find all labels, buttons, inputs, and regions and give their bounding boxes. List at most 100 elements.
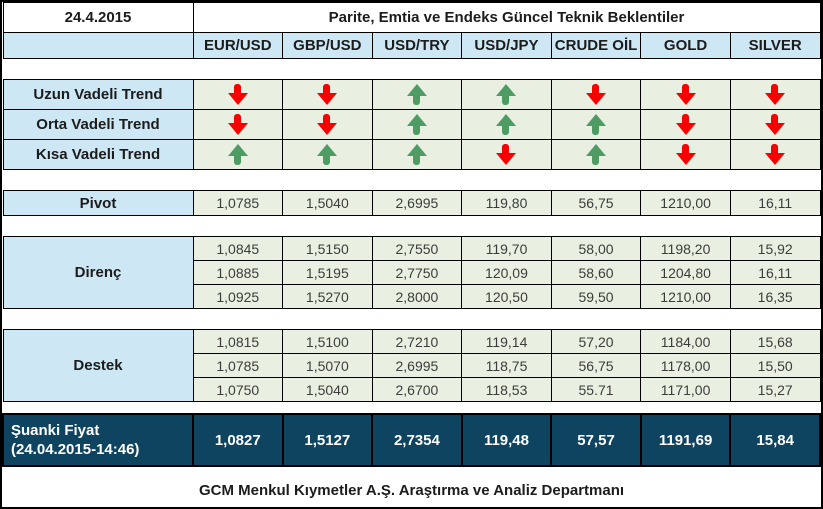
resistance-value: 16,11 bbox=[729, 260, 821, 285]
support-value: 1,0750 bbox=[192, 377, 284, 402]
trend-arrow-icon bbox=[763, 144, 787, 165]
trend-arrow-icon bbox=[405, 114, 429, 135]
current-price-value: 119,48 bbox=[460, 413, 553, 467]
support-value: 119,14 bbox=[461, 329, 552, 354]
support-value: 1184,00 bbox=[640, 329, 731, 354]
trend-arrow-icon bbox=[494, 84, 518, 105]
column-header-row: EUR/USD GBP/USD USD/TRY USD/JPY CRUDE Oİ… bbox=[2, 32, 821, 59]
current-price-value: 1,0827 bbox=[192, 413, 284, 467]
column-header-usdjpy: USD/JPY bbox=[461, 32, 552, 59]
pivot-value: 1,0785 bbox=[192, 190, 284, 216]
trend-cell bbox=[640, 79, 731, 110]
support-row-1: Destek 1,0815 1,5100 2,7210 119,14 57,20… bbox=[2, 329, 821, 402]
trend-cell bbox=[729, 109, 821, 140]
trend-cell bbox=[192, 79, 284, 110]
support-value: 2,6995 bbox=[371, 353, 463, 378]
resistance-value: 16,35 bbox=[729, 284, 821, 309]
support-value: 1,5100 bbox=[282, 329, 373, 354]
resistance-value: 119,70 bbox=[461, 236, 552, 261]
column-header-usdtry: USD/TRY bbox=[371, 32, 463, 59]
trend-cell bbox=[192, 109, 284, 140]
resistance-value: 1,5270 bbox=[282, 284, 373, 309]
support-value: 2,7210 bbox=[371, 329, 463, 354]
trend-arrow-icon bbox=[315, 84, 339, 105]
trend-row-mid: Orta Vadeli Trend bbox=[2, 109, 821, 140]
trend-cell bbox=[371, 139, 463, 170]
trend-arrow-icon bbox=[315, 114, 339, 135]
trend-row-short: Kısa Vadeli Trend bbox=[2, 139, 821, 170]
trend-cell bbox=[461, 79, 552, 110]
trend-arrow-icon bbox=[584, 114, 608, 135]
pivot-value: 119,80 bbox=[461, 190, 552, 216]
support-value: 1,5040 bbox=[282, 377, 373, 402]
support-value: 1,5070 bbox=[282, 353, 373, 378]
resistance-value: 15,92 bbox=[729, 236, 821, 261]
trend-row-label: Kısa Vadeli Trend bbox=[2, 139, 194, 170]
spacer-row bbox=[3, 58, 820, 80]
trend-arrow-icon bbox=[494, 144, 518, 165]
report-date: 24.4.2015 bbox=[2, 2, 194, 33]
column-header-gold: GOLD bbox=[640, 32, 731, 59]
support-value: 2,6700 bbox=[371, 377, 463, 402]
trend-cell bbox=[461, 109, 552, 140]
trend-arrow-icon bbox=[226, 84, 250, 105]
resistance-value: 1204,80 bbox=[640, 260, 731, 285]
trend-cell bbox=[282, 79, 373, 110]
spacer-row bbox=[3, 401, 820, 415]
trend-cell bbox=[550, 109, 642, 140]
current-price-value: 2,7354 bbox=[371, 413, 463, 467]
trend-cell bbox=[640, 139, 731, 170]
support-row-3: 1,0750 1,5040 2,6700 118,53 55.71 1171,0… bbox=[3, 377, 821, 402]
resistance-row-3: 1,0925 1,5270 2,8000 120,50 59,50 1210,0… bbox=[3, 284, 821, 309]
resistance-value: 120,09 bbox=[461, 260, 552, 285]
trend-arrow-icon bbox=[405, 84, 429, 105]
resistance-value: 2,8000 bbox=[371, 284, 463, 309]
trend-cell bbox=[371, 79, 463, 110]
current-price-value: 15,84 bbox=[729, 413, 821, 467]
column-header-crudeoil: CRUDE OİL bbox=[550, 32, 642, 59]
trend-arrow-icon bbox=[763, 114, 787, 135]
trend-cell bbox=[550, 79, 642, 110]
support-row-2: 1,0785 1,5070 2,6995 118,75 56,75 1178,0… bbox=[3, 353, 821, 378]
trend-cell bbox=[371, 109, 463, 140]
support-value: 1171,00 bbox=[640, 377, 731, 402]
trend-cell bbox=[729, 139, 821, 170]
pivot-row: Pivot 1,0785 1,5040 2,6995 119,80 56,75 … bbox=[2, 190, 821, 216]
trend-cell bbox=[282, 139, 373, 170]
resistance-value: 1210,00 bbox=[640, 284, 731, 309]
current-price-label-line1: Şuanki Fiyat bbox=[11, 421, 100, 439]
resistance-value: 58,00 bbox=[550, 236, 642, 261]
page-title: Parite, Emtia ve Endeks Güncel Teknik Be… bbox=[192, 2, 821, 33]
trend-cell bbox=[640, 109, 731, 140]
column-header-silver: SILVER bbox=[729, 32, 821, 59]
trend-arrow-icon bbox=[226, 144, 250, 165]
pivot-value: 2,6995 bbox=[371, 190, 463, 216]
footer-text: GCM Menkul Kıymetler A.Ş. Araştırma ve A… bbox=[3, 466, 820, 507]
trend-row-label: Uzun Vadeli Trend bbox=[2, 79, 194, 110]
resistance-value: 1,5195 bbox=[282, 260, 373, 285]
support-label: Destek bbox=[2, 329, 194, 402]
spacer-row bbox=[3, 308, 820, 330]
support-value: 118,53 bbox=[461, 377, 552, 402]
current-price-row: Şuanki Fiyat (24.04.2015-14:46) 1,0827 1… bbox=[2, 413, 821, 467]
title-row: 24.4.2015 Parite, Emtia ve Endeks Güncel… bbox=[2, 2, 821, 33]
support-value: 1,0815 bbox=[192, 329, 284, 354]
resistance-value: 59,50 bbox=[550, 284, 642, 309]
current-price-value: 1191,69 bbox=[639, 413, 732, 467]
pivot-label: Pivot bbox=[2, 190, 194, 216]
resistance-value: 1198,20 bbox=[640, 236, 731, 261]
trend-arrow-icon bbox=[763, 84, 787, 105]
trend-arrow-icon bbox=[674, 144, 698, 165]
current-price-label: Şuanki Fiyat (24.04.2015-14:46) bbox=[2, 413, 194, 467]
support-value: 1,0785 bbox=[192, 353, 284, 378]
trend-cell bbox=[192, 139, 284, 170]
trend-arrow-icon bbox=[405, 144, 429, 165]
pivot-value: 1210,00 bbox=[640, 190, 731, 216]
footer-row: GCM Menkul Kıymetler A.Ş. Araştırma ve A… bbox=[3, 466, 820, 507]
support-value: 15,50 bbox=[729, 353, 821, 378]
resistance-value: 120,50 bbox=[461, 284, 552, 309]
pivot-value: 56,75 bbox=[550, 190, 642, 216]
resistance-value: 1,0845 bbox=[192, 236, 284, 261]
